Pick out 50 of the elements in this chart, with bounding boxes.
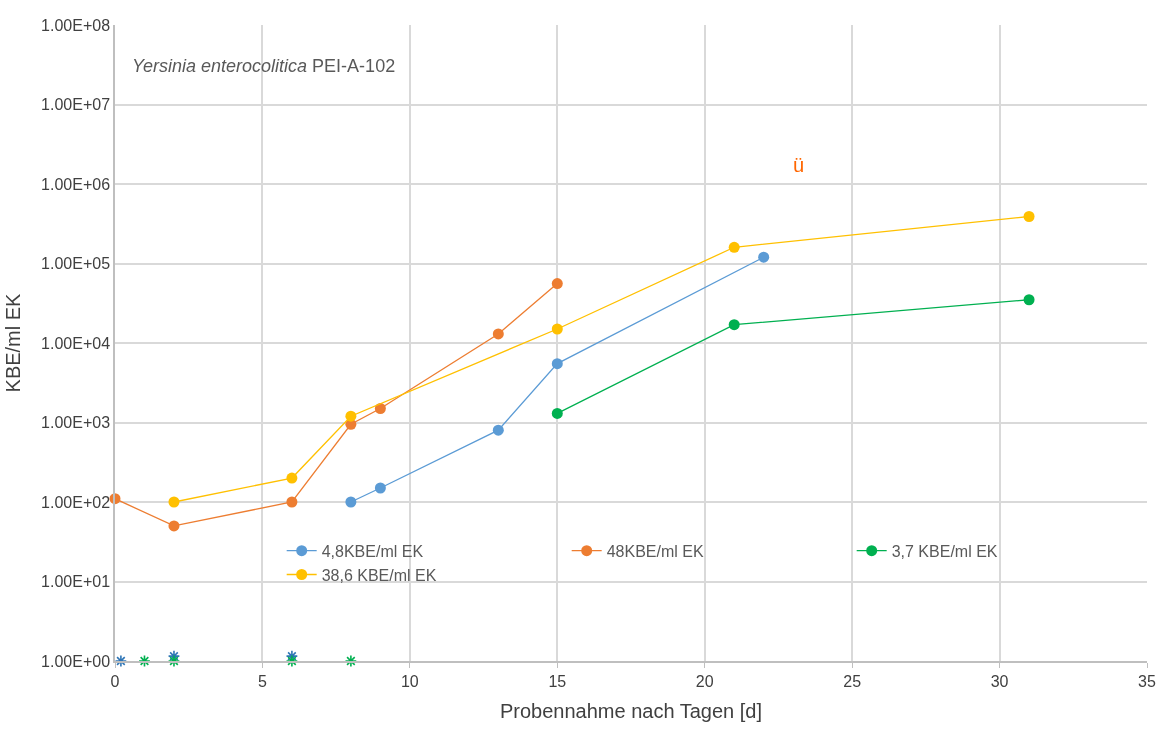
point	[285, 654, 299, 668]
point	[492, 328, 504, 340]
point	[1023, 294, 1035, 306]
point	[374, 482, 386, 494]
point	[285, 649, 299, 663]
point	[138, 654, 151, 668]
legend-label: 3,7 KBE/ml EK	[891, 542, 998, 560]
point	[344, 654, 358, 668]
x-tick-label: 30	[990, 672, 1009, 690]
x-axis-title: Probennahme nach Tagen [d]	[499, 699, 763, 722]
x-tick-label: 10	[400, 672, 419, 690]
y-tick-label: 1.00E+01	[41, 573, 111, 591]
text: Yersinia enterocolitica PEI-A-102	[132, 56, 396, 76]
y-tick-label: 1.00E+07	[41, 96, 111, 114]
point	[114, 654, 128, 668]
y-tick-label: 1.00E+02	[41, 493, 111, 511]
y-tick-label: 1.00E+04	[41, 334, 111, 352]
point	[551, 278, 563, 290]
legend-label: 38,6 KBE/ml EK	[321, 566, 437, 584]
point	[728, 319, 740, 331]
point	[286, 472, 298, 484]
legend-label: 4,8KBE/ml EK	[321, 542, 424, 560]
y-tick-label: 1.00E+05	[41, 255, 111, 273]
y-tick-label: 1.00E+08	[41, 16, 111, 34]
point	[286, 496, 298, 508]
point	[551, 407, 563, 419]
point	[168, 520, 180, 532]
x-tick-label: 25	[843, 672, 862, 690]
point	[728, 241, 740, 253]
point	[551, 358, 563, 370]
y-tick-label: 1.00E+06	[41, 175, 111, 193]
point	[758, 251, 770, 263]
x-tick-label: 20	[695, 672, 714, 690]
point	[492, 424, 504, 436]
x-tick-label: 5	[257, 672, 267, 690]
point	[345, 410, 357, 422]
x-tick-label: 0	[110, 672, 120, 690]
x-tick-label: 15	[548, 672, 567, 690]
point	[345, 496, 357, 508]
point	[1023, 211, 1035, 223]
point	[167, 654, 181, 668]
x-tick-label: 35	[1138, 672, 1156, 690]
annotation: ü	[793, 154, 805, 176]
point	[551, 323, 563, 335]
y-tick-label: 1.00E+03	[41, 414, 111, 432]
point	[168, 496, 180, 508]
y-axis-title: KBE/ml EK	[2, 292, 25, 393]
y-tick-label: 1.00E+00	[41, 652, 111, 670]
point	[167, 649, 181, 663]
legend-label: 48KBE/ml EK	[606, 542, 704, 560]
